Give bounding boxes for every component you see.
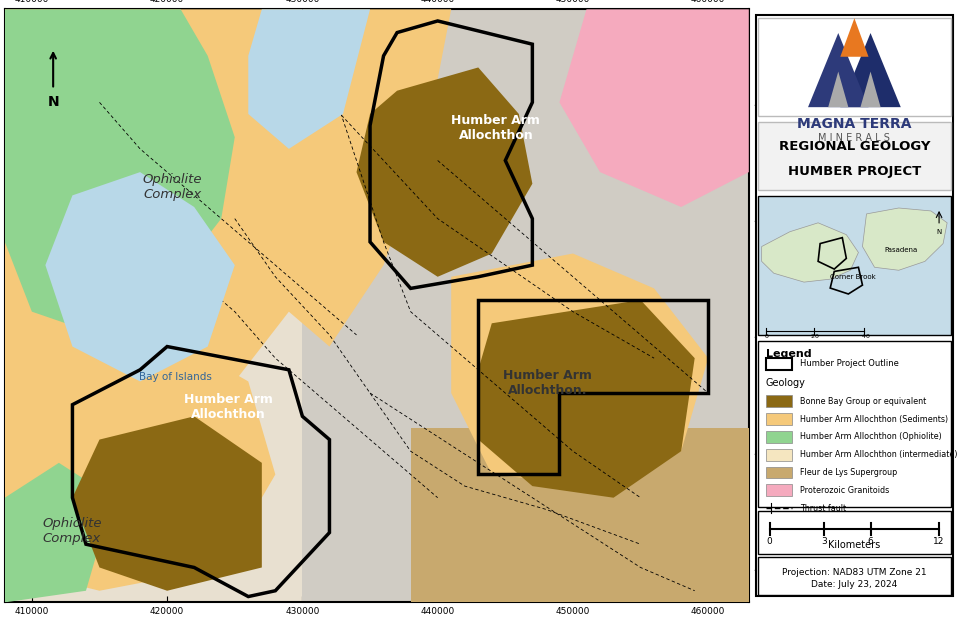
Polygon shape	[302, 9, 749, 602]
Polygon shape	[72, 416, 262, 591]
Text: 12: 12	[933, 537, 945, 546]
Text: Corner Brook: Corner Brook	[830, 274, 876, 280]
Polygon shape	[5, 463, 113, 602]
Bar	[766, 358, 792, 370]
Polygon shape	[45, 172, 235, 381]
Text: 0: 0	[763, 334, 769, 339]
Bar	[757, 18, 951, 116]
Bar	[757, 196, 951, 335]
Polygon shape	[5, 9, 235, 335]
Text: Bonne Bay Group or equivalent: Bonne Bay Group or equivalent	[800, 397, 926, 406]
Text: N: N	[47, 95, 59, 109]
Polygon shape	[5, 335, 276, 591]
Text: M I N E R A L S: M I N E R A L S	[819, 133, 890, 143]
Polygon shape	[276, 9, 451, 347]
Text: Geology: Geology	[766, 378, 805, 388]
Polygon shape	[761, 223, 858, 282]
Text: Ophiolite
Complex: Ophiolite Complex	[142, 173, 202, 201]
Text: Pasadena: Pasadena	[885, 247, 918, 253]
Text: Thrust fault: Thrust fault	[800, 504, 846, 512]
Text: 40: 40	[859, 334, 870, 339]
Text: Ophiolite
Complex: Ophiolite Complex	[42, 517, 102, 545]
Polygon shape	[5, 9, 749, 602]
Bar	[766, 431, 792, 443]
Text: N: N	[936, 229, 942, 235]
Text: Legend: Legend	[766, 348, 811, 358]
Polygon shape	[560, 9, 749, 207]
Polygon shape	[840, 18, 869, 57]
Polygon shape	[860, 71, 880, 107]
Text: 6: 6	[868, 537, 874, 546]
Text: Humber Arm Allochthon (Ophiolite): Humber Arm Allochthon (Ophiolite)	[800, 432, 942, 442]
Bar	[757, 511, 951, 554]
Polygon shape	[451, 253, 708, 486]
Text: 20: 20	[809, 334, 819, 339]
Text: Bay of Islands: Bay of Islands	[139, 372, 212, 382]
Text: 3: 3	[822, 537, 827, 546]
Text: Humber Arm
Allochthon: Humber Arm Allochthon	[183, 392, 273, 420]
Text: Humber Arm
Allochthon.: Humber Arm Allochthon.	[503, 369, 592, 397]
Text: HUMBER PROJECT: HUMBER PROJECT	[788, 165, 921, 178]
Bar	[757, 556, 951, 596]
Polygon shape	[249, 9, 370, 149]
Text: Kilometers: Kilometers	[828, 540, 880, 550]
Polygon shape	[411, 428, 749, 602]
Bar	[766, 396, 792, 407]
Bar	[766, 449, 792, 461]
Text: 0: 0	[767, 537, 773, 546]
Polygon shape	[478, 300, 695, 497]
Text: Humber Arm Allochthon (Sediments): Humber Arm Allochthon (Sediments)	[800, 415, 948, 424]
Text: Fleur de Lys Supergroup: Fleur de Lys Supergroup	[800, 468, 898, 477]
Text: Projection: NAD83 UTM Zone 21: Projection: NAD83 UTM Zone 21	[782, 568, 926, 577]
Text: Humber Arm
Allochthon: Humber Arm Allochthon	[451, 114, 540, 142]
Bar	[757, 342, 951, 507]
Text: MAGNA TERRA: MAGNA TERRA	[797, 117, 912, 131]
Polygon shape	[828, 71, 849, 107]
Text: Humber Arm Allochthon (intermediate): Humber Arm Allochthon (intermediate)	[800, 450, 957, 459]
Polygon shape	[840, 33, 900, 107]
Bar	[766, 484, 792, 496]
Polygon shape	[808, 33, 869, 107]
Text: Date: July 23, 2024: Date: July 23, 2024	[811, 581, 898, 589]
Text: Proterozoic Granitoids: Proterozoic Granitoids	[800, 486, 889, 495]
Bar	[757, 122, 951, 190]
Polygon shape	[862, 208, 948, 270]
Polygon shape	[356, 68, 533, 277]
Text: REGIONAL GEOLOGY: REGIONAL GEOLOGY	[779, 140, 930, 153]
Polygon shape	[5, 9, 329, 591]
Bar	[766, 413, 792, 425]
Text: Humber Project Outline: Humber Project Outline	[800, 360, 899, 368]
Bar	[766, 466, 792, 478]
